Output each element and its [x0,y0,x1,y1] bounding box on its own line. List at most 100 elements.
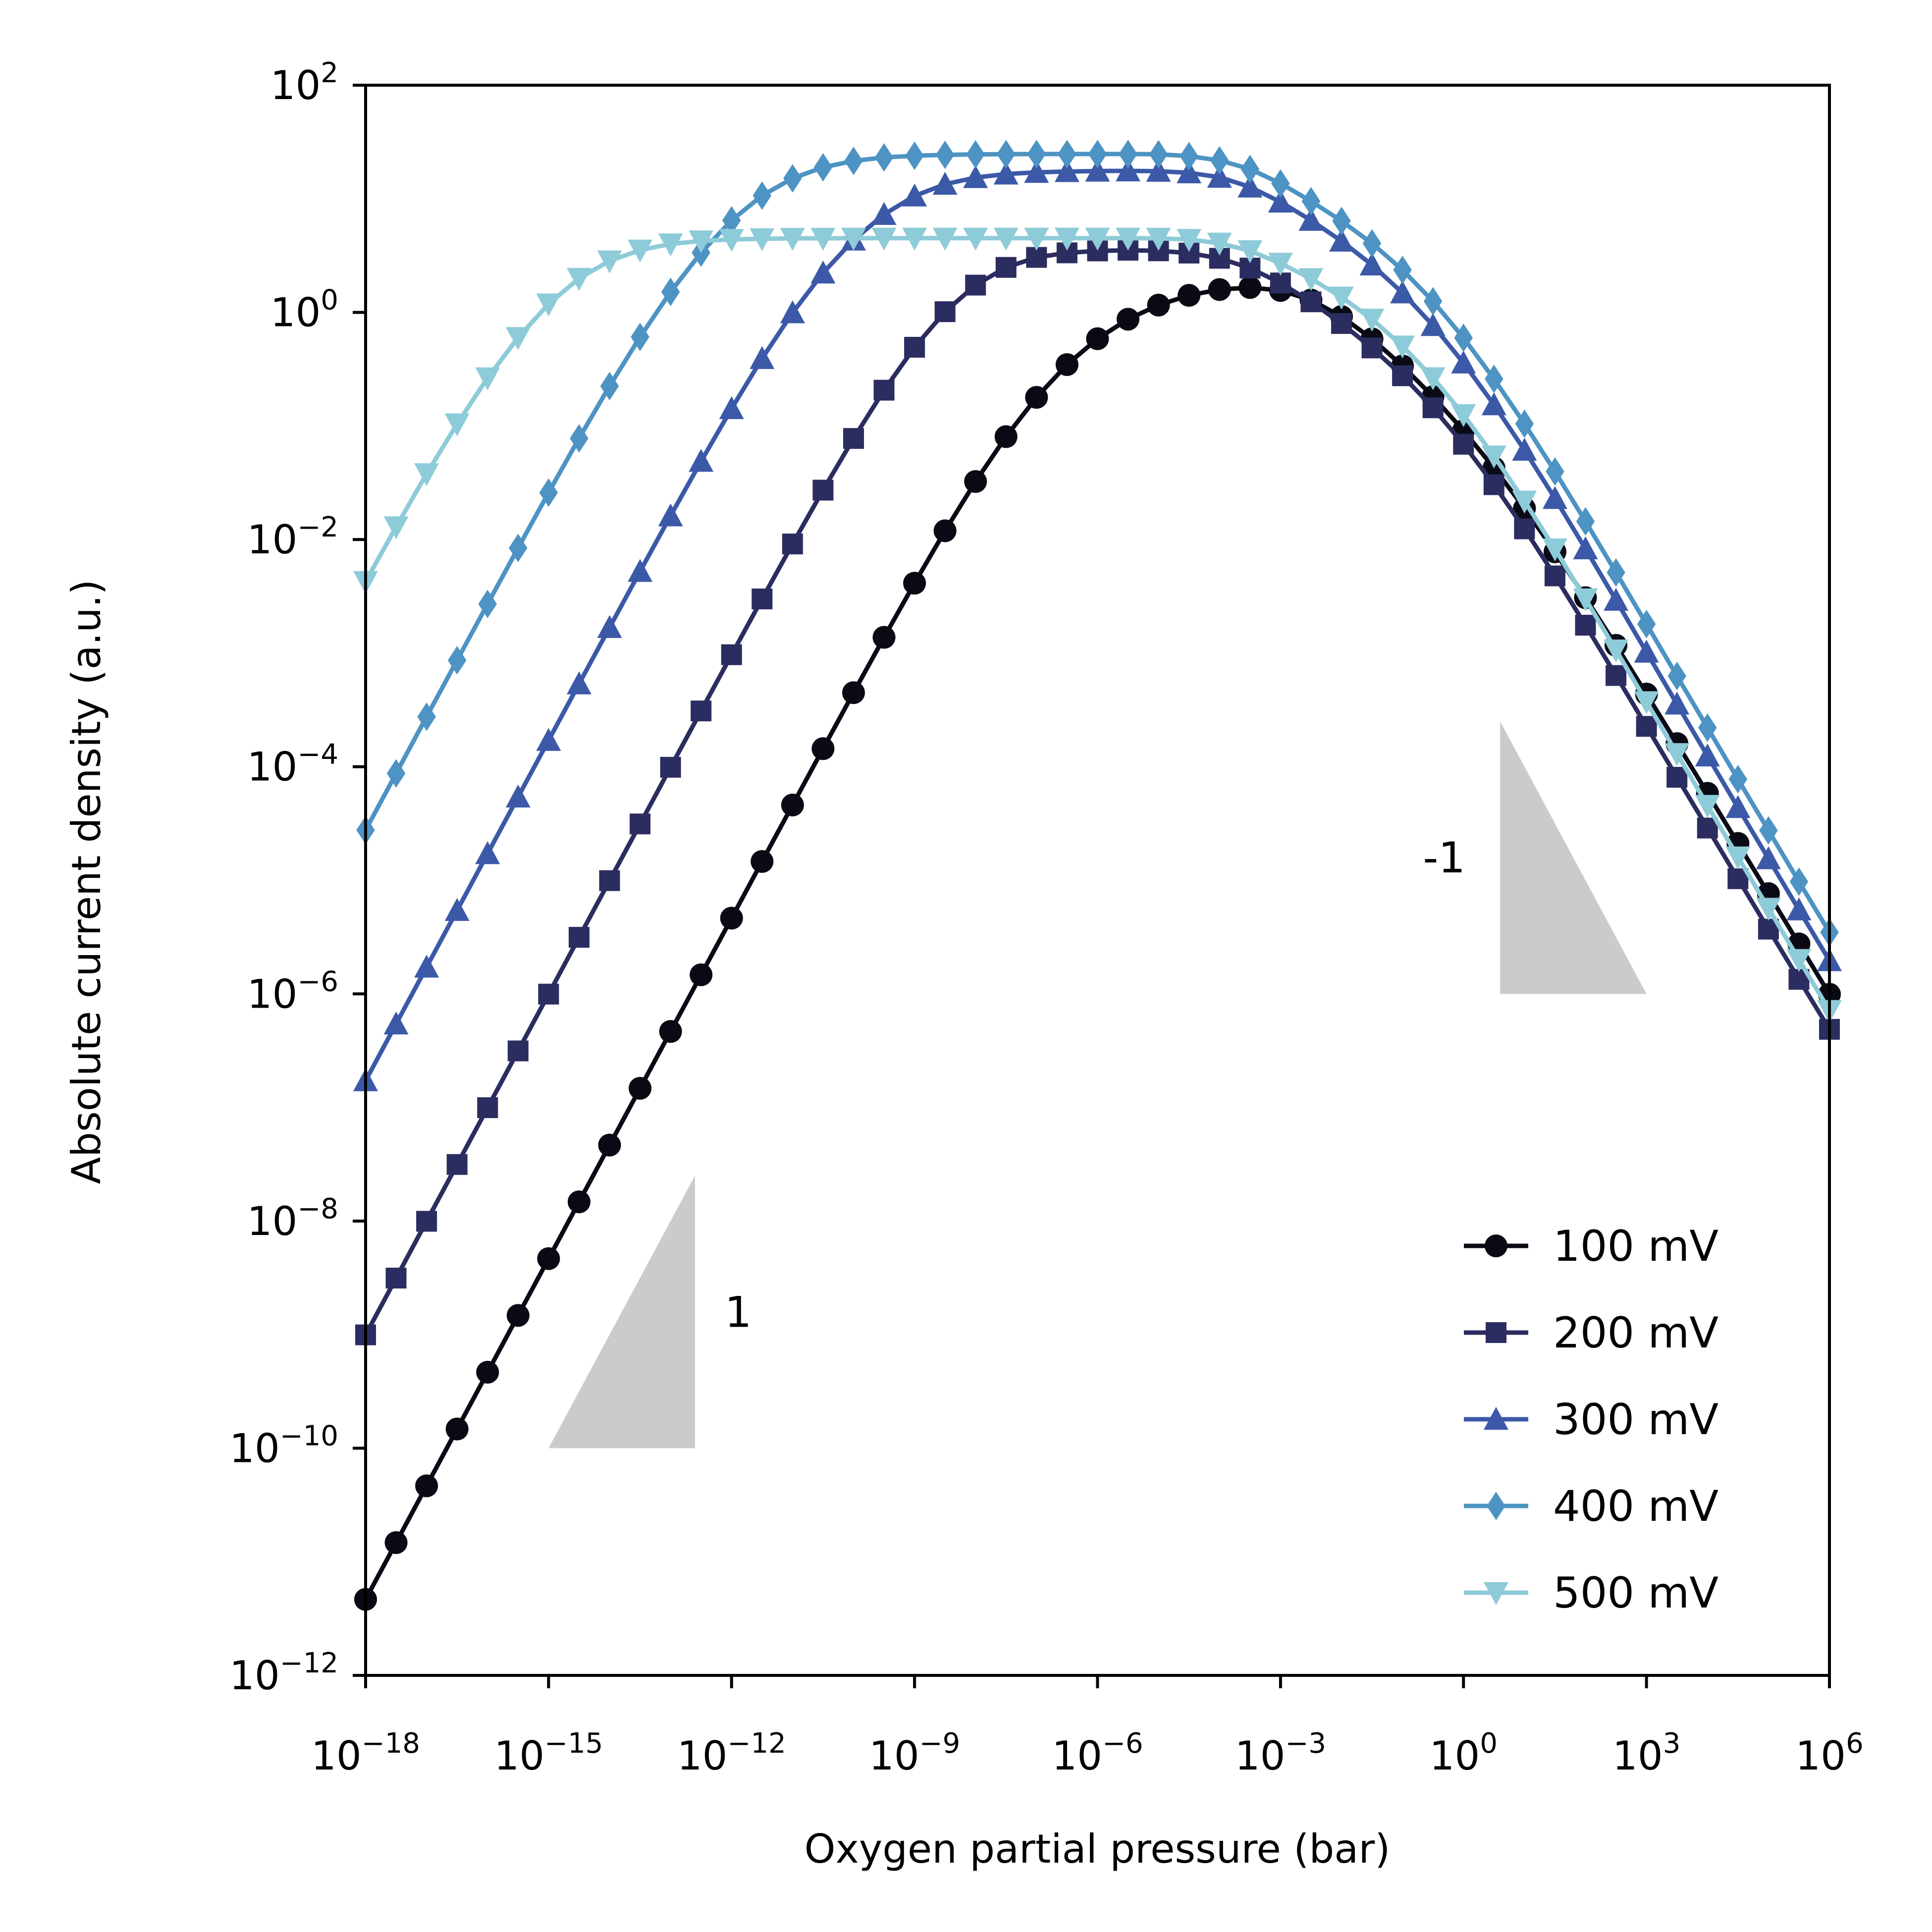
x-tick-label: 10−12 [677,1727,786,1779]
data-point [629,1076,652,1100]
x-tick-label: 100 [1430,1727,1498,1779]
data-point [1332,207,1351,235]
data-point [781,793,804,816]
x-tick-label: 10−6 [1052,1727,1143,1779]
data-point [1485,365,1503,393]
data-point [1695,795,1720,818]
data-point [691,700,712,722]
data-point [813,153,833,182]
data-point [1238,276,1262,299]
data-point [934,301,956,322]
data-point [1088,140,1107,168]
data-point [566,268,591,291]
data-point [751,589,773,610]
legend-entry: 400 mV [1464,1482,1718,1531]
data-point [719,229,744,252]
legend-entry: 200 mV [1464,1308,1718,1358]
data-point [1606,665,1627,686]
legend-marker [1484,1407,1508,1430]
legend-entry: 300 mV [1464,1395,1718,1445]
data-point [1268,253,1293,276]
data-point [689,230,714,254]
legend-label: 400 mV [1553,1482,1718,1531]
data-point [1207,232,1232,256]
data-point [1483,474,1504,495]
data-point [750,346,775,369]
data-point [447,646,467,675]
data-point [445,1417,469,1441]
data-point [842,681,865,704]
data-point [902,183,927,207]
x-tick-label: 106 [1795,1727,1863,1779]
data-point [780,228,805,251]
data-point [1698,713,1717,742]
data-point [810,227,836,251]
data-point [1637,609,1656,639]
data-point [386,759,406,788]
data-point [1177,229,1202,252]
data-point [1759,816,1778,845]
data-point [1207,164,1232,188]
series-3 [356,140,1839,947]
data-point [1117,308,1140,331]
data-point [1542,486,1567,509]
data-point [1116,158,1141,182]
data-point [1180,142,1198,170]
data-point [1268,189,1293,213]
data-point [782,534,803,555]
data-point [566,671,591,695]
data-point [932,171,958,195]
data-point [1270,272,1291,294]
data-point [1393,256,1412,284]
data-point [414,955,439,978]
data-point [1058,140,1076,168]
data-point [1573,536,1598,559]
data-point [783,164,802,193]
series-2 [353,158,1842,1091]
data-point [720,907,743,930]
data-point [1119,140,1137,168]
data-point [1390,335,1415,359]
data-point [1636,716,1657,737]
data-point [384,1531,408,1554]
data-point [1786,949,1812,972]
data-point [1604,639,1629,663]
data-point [1390,280,1415,304]
data-point [872,626,896,649]
x-tick-label: 10−9 [869,1727,960,1779]
data-point [751,850,774,873]
y-tick-label: 10−8 [247,1193,338,1244]
data-point [719,396,744,420]
data-point [1451,404,1476,428]
data-point [935,140,955,169]
series-4 [353,227,1842,1023]
data-point [536,293,561,317]
data-point [1027,140,1046,168]
data-point [1634,640,1659,663]
data-point [1178,284,1201,307]
data-point [963,227,988,251]
data-point [567,1190,590,1214]
data-point [600,372,619,401]
data-point [966,140,985,169]
data-point [1512,437,1537,461]
data-point [1359,309,1385,332]
x-axis-ticks: 10−18 10−15 10−12 10−9 10−6 10−3 100 103 106 [311,1675,1864,1779]
data-point [444,413,470,436]
slope-triangles: 1 -1 [548,721,1647,1449]
legend-entry: 500 mV [1464,1568,1718,1618]
data-point [871,227,897,251]
data-point [416,1211,437,1232]
slope-label: 1 [725,1288,752,1337]
data-point [1329,286,1354,310]
data-point [1422,397,1444,419]
data-point [1116,227,1141,251]
series-1 [355,240,1840,1345]
y-tick-label: 10−6 [247,966,338,1017]
data-point [477,1097,498,1119]
data-point [537,1247,560,1270]
data-point [1454,323,1473,352]
x-tick-label: 103 [1612,1727,1680,1779]
legend-marker [1485,1234,1507,1257]
data-point [871,202,897,225]
